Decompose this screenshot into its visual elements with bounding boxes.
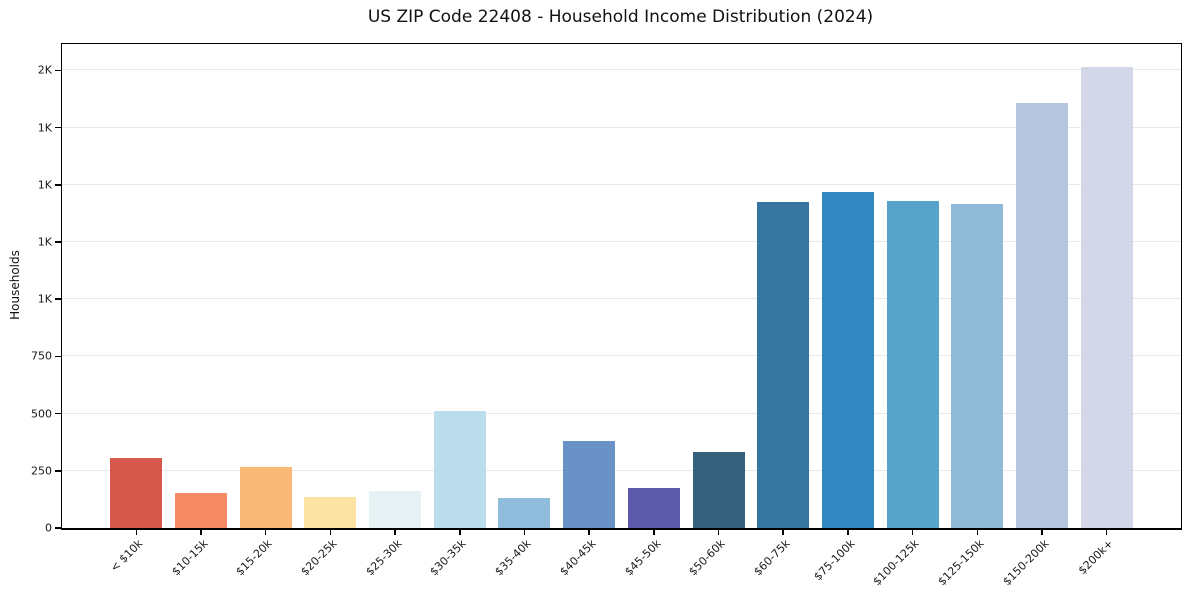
- x-axis-tick: [329, 529, 332, 535]
- y-axis-tick: [55, 241, 61, 243]
- x-tick-label: $60-75k: [751, 537, 793, 579]
- y-tick-label: 1K: [37, 178, 52, 192]
- x-axis-tick: [459, 529, 461, 535]
- bar-10k: [110, 457, 163, 528]
- x-axis-tick: [976, 529, 979, 535]
- bar-125-150k: [951, 203, 1004, 528]
- x-tick-label: $30-35k: [427, 537, 469, 579]
- bar-15-20k: [239, 466, 292, 528]
- y-tick-label: 500: [31, 407, 52, 421]
- bar-50-60k: [692, 451, 745, 528]
- x-axis-tick: [264, 529, 267, 535]
- x-axis-tick: [1041, 529, 1043, 535]
- gridline: [62, 240, 1181, 242]
- bar-20-25k: [304, 496, 357, 528]
- y-tick-label: 1K: [37, 235, 52, 249]
- gridline: [62, 126, 1181, 128]
- x-tick-label: $50-60k: [686, 537, 728, 579]
- bar-150-200k: [1015, 102, 1068, 528]
- bar-40-45k: [563, 440, 616, 528]
- x-axis-tick: [1105, 529, 1108, 535]
- bar-30-35k: [433, 410, 486, 528]
- x-tick-label: $15-20k: [233, 537, 275, 579]
- x-axis-tick: [782, 529, 784, 535]
- x-axis-tick: [588, 529, 590, 535]
- bar-75-100k: [821, 191, 874, 528]
- y-axis-tick: [55, 126, 61, 129]
- y-axis-label: Households: [8, 250, 22, 320]
- gridline: [62, 412, 1181, 414]
- x-tick-label: $25-30k: [363, 537, 405, 579]
- x-tick-label: $200k+: [1075, 537, 1116, 578]
- y-tick-label: 750: [31, 349, 52, 363]
- x-axis-tick: [394, 529, 396, 535]
- x-axis-tick: [911, 529, 914, 535]
- bar-35-40k: [498, 498, 551, 528]
- x-tick-label: $45-50k: [621, 537, 664, 579]
- y-tick-label: 250: [31, 464, 52, 478]
- bar-100-125k: [886, 200, 939, 528]
- gridline: [62, 183, 1181, 185]
- x-tick-label: $10-15k: [168, 537, 211, 579]
- x-axis-tick: [523, 529, 526, 535]
- x-tick-label: $75-100k: [810, 537, 858, 584]
- y-axis-tick: [55, 355, 61, 358]
- bar-25-30k: [369, 490, 422, 528]
- y-axis-tick: [55, 470, 61, 472]
- bar-60-75k: [757, 201, 810, 528]
- x-axis-tick: [717, 529, 720, 535]
- y-tick-label: 0: [45, 521, 52, 535]
- x-axis-tick: [847, 529, 849, 535]
- gridline: [62, 469, 1181, 471]
- gridline: [62, 69, 1181, 71]
- x-tick-label: $40-45k: [557, 537, 599, 579]
- x-axis-tick: [200, 529, 202, 535]
- y-axis-tick: [55, 69, 61, 72]
- x-tick-label: $150-200k: [1000, 537, 1052, 589]
- bar-200k: [1080, 67, 1133, 528]
- y-axis-tick: [55, 298, 61, 300]
- x-axis-tick: [653, 529, 655, 535]
- x-tick-label: $35-40k: [492, 537, 534, 579]
- y-tick-label: 1K: [37, 121, 52, 135]
- x-tick-label: $100-125k: [870, 537, 922, 589]
- y-axis-tick: [55, 184, 61, 186]
- x-tick-label: $125-150k: [935, 537, 987, 589]
- x-tick-label: < $10k: [107, 537, 146, 575]
- x-tick-label: $20-25k: [298, 537, 340, 579]
- y-axis-tick: [55, 412, 61, 415]
- gridline: [62, 298, 1181, 300]
- plot-area: 0 250 500 750 1K 1K 1K 1K 2K < $10k $10-15k $15-20k…: [31, 43, 1182, 588]
- x-axis-tick: [135, 529, 138, 535]
- y-axis-tick: [55, 527, 61, 529]
- bar-45-50k: [627, 487, 680, 528]
- bar-10-15k: [175, 493, 228, 528]
- chart-title: US ZIP Code 22408 - Household Income Dis…: [367, 7, 874, 27]
- y-tick-label: 2K: [37, 63, 52, 77]
- gridline: [62, 355, 1181, 357]
- y-tick-label: 1K: [37, 292, 52, 306]
